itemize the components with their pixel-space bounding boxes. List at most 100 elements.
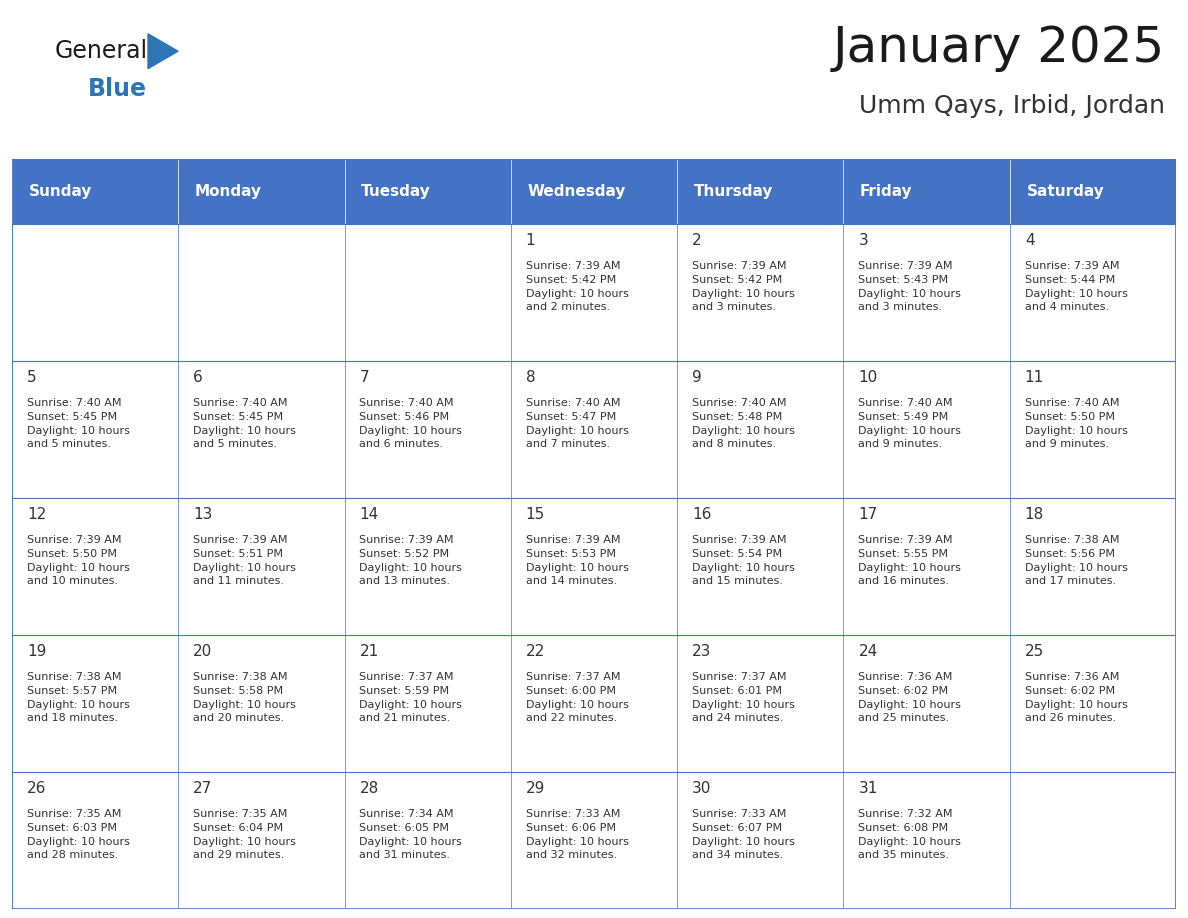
Bar bbox=[178, 224, 345, 361]
Text: Sunrise: 7:33 AM
Sunset: 6:06 PM
Daylight: 10 hours
and 32 minutes.: Sunrise: 7:33 AM Sunset: 6:06 PM Dayligh… bbox=[526, 810, 628, 860]
Text: Thursday: Thursday bbox=[694, 184, 773, 199]
Text: 10: 10 bbox=[859, 370, 878, 385]
Text: January 2025: January 2025 bbox=[833, 24, 1165, 73]
Text: Friday: Friday bbox=[860, 184, 912, 199]
Bar bbox=[677, 498, 843, 635]
Text: Blue: Blue bbox=[88, 77, 147, 101]
Text: 14: 14 bbox=[360, 507, 379, 521]
Bar bbox=[178, 635, 345, 772]
Text: Sunday: Sunday bbox=[29, 184, 91, 199]
Bar bbox=[511, 772, 677, 909]
Text: 7: 7 bbox=[360, 370, 369, 385]
Text: 28: 28 bbox=[360, 780, 379, 796]
Bar bbox=[178, 772, 345, 909]
Bar bbox=[1010, 635, 1176, 772]
Text: 18: 18 bbox=[1025, 507, 1044, 521]
Bar bbox=[12, 498, 178, 635]
Text: 3: 3 bbox=[859, 232, 868, 248]
Bar bbox=[511, 635, 677, 772]
Text: Umm Qays, Irbid, Jordan: Umm Qays, Irbid, Jordan bbox=[859, 94, 1165, 118]
Text: 4: 4 bbox=[1025, 232, 1035, 248]
Text: 30: 30 bbox=[693, 780, 712, 796]
Text: Sunrise: 7:40 AM
Sunset: 5:46 PM
Daylight: 10 hours
and 6 minutes.: Sunrise: 7:40 AM Sunset: 5:46 PM Dayligh… bbox=[360, 398, 462, 449]
Text: Sunrise: 7:39 AM
Sunset: 5:50 PM
Daylight: 10 hours
and 10 minutes.: Sunrise: 7:39 AM Sunset: 5:50 PM Dayligh… bbox=[27, 535, 129, 586]
Text: Sunrise: 7:38 AM
Sunset: 5:57 PM
Daylight: 10 hours
and 18 minutes.: Sunrise: 7:38 AM Sunset: 5:57 PM Dayligh… bbox=[27, 672, 129, 723]
Bar bbox=[677, 772, 843, 909]
Text: Sunrise: 7:35 AM
Sunset: 6:04 PM
Daylight: 10 hours
and 29 minutes.: Sunrise: 7:35 AM Sunset: 6:04 PM Dayligh… bbox=[194, 810, 296, 860]
Bar bbox=[345, 635, 511, 772]
Bar bbox=[677, 159, 843, 224]
Text: Sunrise: 7:40 AM
Sunset: 5:45 PM
Daylight: 10 hours
and 5 minutes.: Sunrise: 7:40 AM Sunset: 5:45 PM Dayligh… bbox=[27, 398, 129, 449]
Text: Sunrise: 7:39 AM
Sunset: 5:53 PM
Daylight: 10 hours
and 14 minutes.: Sunrise: 7:39 AM Sunset: 5:53 PM Dayligh… bbox=[526, 535, 628, 586]
Text: Sunrise: 7:37 AM
Sunset: 6:00 PM
Daylight: 10 hours
and 22 minutes.: Sunrise: 7:37 AM Sunset: 6:00 PM Dayligh… bbox=[526, 672, 628, 723]
Text: 25: 25 bbox=[1025, 644, 1044, 658]
Text: 15: 15 bbox=[526, 507, 545, 521]
Text: Tuesday: Tuesday bbox=[361, 184, 431, 199]
Text: Sunrise: 7:37 AM
Sunset: 5:59 PM
Daylight: 10 hours
and 21 minutes.: Sunrise: 7:37 AM Sunset: 5:59 PM Dayligh… bbox=[360, 672, 462, 723]
Bar bbox=[843, 224, 1010, 361]
Text: Sunrise: 7:39 AM
Sunset: 5:43 PM
Daylight: 10 hours
and 3 minutes.: Sunrise: 7:39 AM Sunset: 5:43 PM Dayligh… bbox=[859, 262, 961, 312]
Bar bbox=[12, 772, 178, 909]
Text: 1: 1 bbox=[526, 232, 536, 248]
Text: 26: 26 bbox=[27, 780, 46, 796]
Bar bbox=[1010, 772, 1176, 909]
Text: Sunrise: 7:39 AM
Sunset: 5:55 PM
Daylight: 10 hours
and 16 minutes.: Sunrise: 7:39 AM Sunset: 5:55 PM Dayligh… bbox=[859, 535, 961, 586]
Bar bbox=[345, 498, 511, 635]
Text: Sunrise: 7:40 AM
Sunset: 5:45 PM
Daylight: 10 hours
and 5 minutes.: Sunrise: 7:40 AM Sunset: 5:45 PM Dayligh… bbox=[194, 398, 296, 449]
Text: 27: 27 bbox=[194, 780, 213, 796]
Bar bbox=[12, 224, 178, 361]
Text: Sunrise: 7:38 AM
Sunset: 5:58 PM
Daylight: 10 hours
and 20 minutes.: Sunrise: 7:38 AM Sunset: 5:58 PM Dayligh… bbox=[194, 672, 296, 723]
Bar bbox=[1010, 224, 1176, 361]
Text: Sunrise: 7:35 AM
Sunset: 6:03 PM
Daylight: 10 hours
and 28 minutes.: Sunrise: 7:35 AM Sunset: 6:03 PM Dayligh… bbox=[27, 810, 129, 860]
Text: 23: 23 bbox=[693, 644, 712, 658]
Text: Sunrise: 7:39 AM
Sunset: 5:42 PM
Daylight: 10 hours
and 3 minutes.: Sunrise: 7:39 AM Sunset: 5:42 PM Dayligh… bbox=[693, 262, 795, 312]
Bar bbox=[178, 498, 345, 635]
Text: 24: 24 bbox=[859, 644, 878, 658]
Text: 29: 29 bbox=[526, 780, 545, 796]
Text: General: General bbox=[55, 39, 148, 63]
Text: Sunrise: 7:39 AM
Sunset: 5:44 PM
Daylight: 10 hours
and 4 minutes.: Sunrise: 7:39 AM Sunset: 5:44 PM Dayligh… bbox=[1025, 262, 1127, 312]
Bar bbox=[1010, 159, 1176, 224]
Bar bbox=[843, 159, 1010, 224]
Text: 21: 21 bbox=[360, 644, 379, 658]
Bar bbox=[1010, 498, 1176, 635]
Bar bbox=[511, 224, 677, 361]
Bar bbox=[178, 361, 345, 498]
Text: 2: 2 bbox=[693, 232, 702, 248]
Text: 16: 16 bbox=[693, 507, 712, 521]
Bar bbox=[12, 361, 178, 498]
Text: 8: 8 bbox=[526, 370, 536, 385]
Bar bbox=[677, 361, 843, 498]
Text: Monday: Monday bbox=[195, 184, 261, 199]
Text: 19: 19 bbox=[27, 644, 46, 658]
Text: 5: 5 bbox=[27, 370, 37, 385]
Text: Sunrise: 7:33 AM
Sunset: 6:07 PM
Daylight: 10 hours
and 34 minutes.: Sunrise: 7:33 AM Sunset: 6:07 PM Dayligh… bbox=[693, 810, 795, 860]
Text: Sunrise: 7:40 AM
Sunset: 5:47 PM
Daylight: 10 hours
and 7 minutes.: Sunrise: 7:40 AM Sunset: 5:47 PM Dayligh… bbox=[526, 398, 628, 449]
Text: 17: 17 bbox=[859, 507, 878, 521]
Text: Sunrise: 7:38 AM
Sunset: 5:56 PM
Daylight: 10 hours
and 17 minutes.: Sunrise: 7:38 AM Sunset: 5:56 PM Dayligh… bbox=[1025, 535, 1127, 586]
Bar bbox=[1010, 361, 1176, 498]
Text: Sunrise: 7:39 AM
Sunset: 5:52 PM
Daylight: 10 hours
and 13 minutes.: Sunrise: 7:39 AM Sunset: 5:52 PM Dayligh… bbox=[360, 535, 462, 586]
Bar bbox=[345, 361, 511, 498]
Bar bbox=[12, 635, 178, 772]
Text: 22: 22 bbox=[526, 644, 545, 658]
Text: 9: 9 bbox=[693, 370, 702, 385]
Bar bbox=[345, 159, 511, 224]
Bar bbox=[843, 498, 1010, 635]
Text: Sunrise: 7:37 AM
Sunset: 6:01 PM
Daylight: 10 hours
and 24 minutes.: Sunrise: 7:37 AM Sunset: 6:01 PM Dayligh… bbox=[693, 672, 795, 723]
Text: Sunrise: 7:39 AM
Sunset: 5:42 PM
Daylight: 10 hours
and 2 minutes.: Sunrise: 7:39 AM Sunset: 5:42 PM Dayligh… bbox=[526, 262, 628, 312]
Text: Sunrise: 7:36 AM
Sunset: 6:02 PM
Daylight: 10 hours
and 26 minutes.: Sunrise: 7:36 AM Sunset: 6:02 PM Dayligh… bbox=[1025, 672, 1127, 723]
Text: 20: 20 bbox=[194, 644, 213, 658]
Text: Sunrise: 7:34 AM
Sunset: 6:05 PM
Daylight: 10 hours
and 31 minutes.: Sunrise: 7:34 AM Sunset: 6:05 PM Dayligh… bbox=[360, 810, 462, 860]
Bar bbox=[345, 224, 511, 361]
Bar bbox=[843, 772, 1010, 909]
Text: Sunrise: 7:39 AM
Sunset: 5:54 PM
Daylight: 10 hours
and 15 minutes.: Sunrise: 7:39 AM Sunset: 5:54 PM Dayligh… bbox=[693, 535, 795, 586]
Text: Sunrise: 7:40 AM
Sunset: 5:49 PM
Daylight: 10 hours
and 9 minutes.: Sunrise: 7:40 AM Sunset: 5:49 PM Dayligh… bbox=[859, 398, 961, 449]
Text: Sunrise: 7:40 AM
Sunset: 5:50 PM
Daylight: 10 hours
and 9 minutes.: Sunrise: 7:40 AM Sunset: 5:50 PM Dayligh… bbox=[1025, 398, 1127, 449]
Text: Sunrise: 7:40 AM
Sunset: 5:48 PM
Daylight: 10 hours
and 8 minutes.: Sunrise: 7:40 AM Sunset: 5:48 PM Dayligh… bbox=[693, 398, 795, 449]
Text: 12: 12 bbox=[27, 507, 46, 521]
Bar bbox=[511, 498, 677, 635]
Text: Saturday: Saturday bbox=[1026, 184, 1104, 199]
Bar bbox=[843, 361, 1010, 498]
Bar bbox=[511, 159, 677, 224]
